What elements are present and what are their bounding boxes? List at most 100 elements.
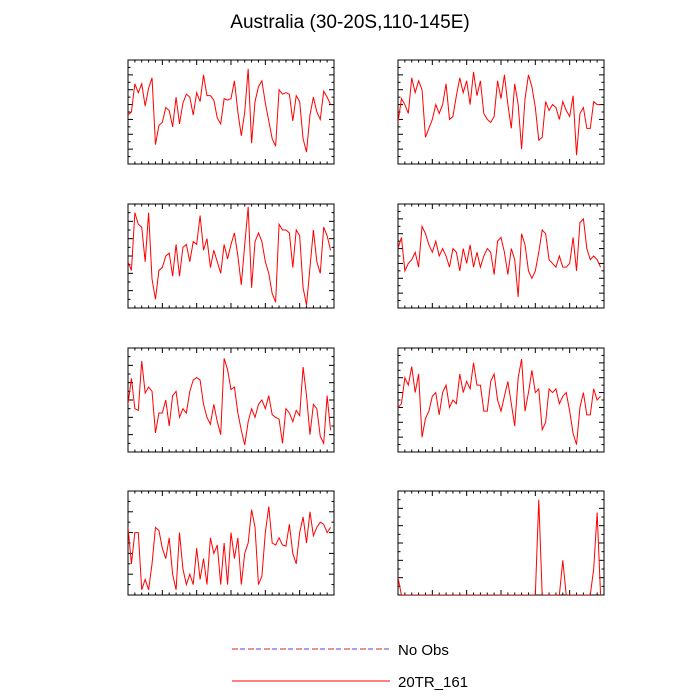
data-point	[569, 594, 570, 595]
data-point	[545, 594, 546, 595]
data-point	[241, 430, 242, 431]
data-point	[573, 95, 574, 96]
data-point	[456, 252, 457, 253]
data-point	[230, 98, 231, 99]
series-line-20tr-161	[128, 506, 331, 590]
data-point	[254, 527, 255, 528]
data-point	[439, 255, 440, 256]
series-line-20tr-161	[398, 71, 601, 156]
data-point	[148, 589, 149, 590]
series-line-20tr-161	[398, 217, 602, 297]
data-point	[303, 287, 304, 288]
data-point	[449, 594, 450, 595]
data-point	[559, 403, 560, 404]
data-point	[562, 396, 563, 397]
data-point	[545, 101, 546, 102]
data-point	[134, 212, 135, 213]
data-point	[518, 296, 519, 297]
data-point	[421, 226, 422, 227]
data-point	[309, 434, 310, 435]
data-point	[449, 407, 450, 408]
data-point	[542, 229, 543, 230]
data-point	[217, 421, 218, 422]
data-point	[579, 222, 580, 223]
data-point	[497, 241, 498, 242]
data-point	[428, 244, 429, 245]
data-point	[593, 568, 594, 569]
data-point	[452, 116, 453, 117]
data-point	[213, 100, 214, 101]
data-point	[227, 258, 228, 259]
data-point	[217, 544, 218, 545]
data-point	[456, 403, 457, 404]
panel-incoming-solar	[127, 59, 335, 165]
data-point	[151, 77, 152, 78]
data-point	[548, 110, 549, 111]
data-point	[323, 524, 324, 525]
data-point	[138, 92, 139, 93]
data-point	[200, 579, 201, 580]
panel-absorbed-solar	[127, 203, 335, 309]
data-point	[248, 68, 249, 69]
data-point	[241, 284, 242, 285]
data-point	[254, 101, 255, 102]
data-point	[487, 248, 488, 249]
data-point	[538, 252, 539, 253]
data-point	[593, 101, 594, 102]
data-point	[309, 511, 310, 512]
data-point	[127, 114, 128, 115]
data-point	[237, 412, 238, 413]
series-line-20tr-161	[128, 358, 332, 446]
data-point	[323, 227, 324, 228]
data-point	[480, 385, 481, 386]
data-point	[524, 411, 525, 412]
data-point	[145, 392, 146, 393]
data-point	[299, 235, 300, 236]
data-point	[272, 542, 273, 543]
data-point	[593, 255, 594, 256]
data-point	[275, 302, 276, 303]
data-point	[600, 104, 601, 105]
data-point	[531, 278, 532, 279]
data-point	[428, 411, 429, 412]
data-point	[169, 425, 170, 426]
figure-title: Australia (30-20S,110-145E)	[230, 12, 469, 33]
data-point	[514, 259, 515, 260]
data-point	[576, 270, 577, 271]
data-point	[268, 273, 269, 274]
data-point	[542, 594, 543, 595]
data-point	[175, 244, 176, 245]
data-point	[442, 248, 443, 249]
data-point	[158, 270, 159, 271]
data-point	[206, 417, 207, 418]
data-point	[586, 594, 587, 595]
data-point	[590, 414, 591, 415]
data-point	[421, 437, 422, 438]
data-point	[511, 248, 512, 249]
data-point	[244, 444, 245, 445]
data-point	[172, 276, 173, 277]
data-point	[511, 594, 512, 595]
data-point	[327, 97, 328, 98]
data-point	[559, 119, 560, 120]
data-point	[234, 232, 235, 233]
data-point	[470, 104, 471, 105]
data-point	[521, 594, 522, 595]
data-point	[145, 579, 146, 580]
data-point	[230, 244, 231, 245]
data-point	[162, 412, 163, 413]
panel-albedo	[397, 59, 605, 165]
data-point	[141, 227, 142, 228]
data-point	[327, 532, 328, 533]
data-point	[251, 408, 252, 409]
data-point	[497, 594, 498, 595]
data-point	[590, 259, 591, 260]
data-point	[504, 396, 505, 397]
data-point	[542, 429, 543, 430]
data-point	[552, 392, 553, 393]
data-point	[162, 122, 163, 123]
data-point	[138, 532, 139, 533]
data-point	[313, 97, 314, 98]
data-point	[535, 270, 536, 271]
data-point	[586, 128, 587, 129]
